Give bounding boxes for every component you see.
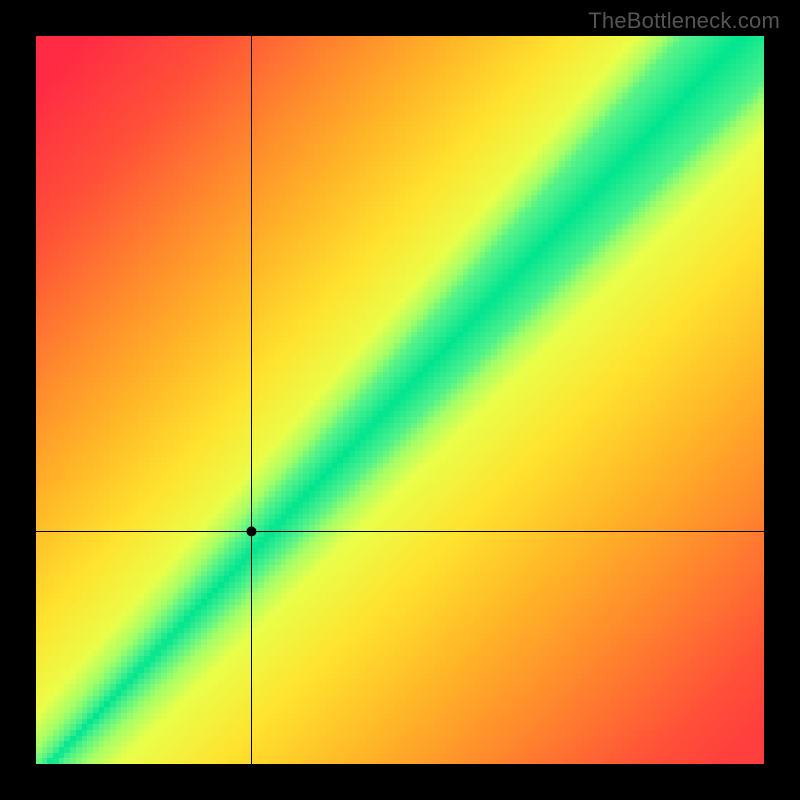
heatmap-plot — [36, 36, 764, 764]
watermark-text: TheBottleneck.com — [588, 8, 780, 34]
heatmap-canvas — [36, 36, 764, 764]
